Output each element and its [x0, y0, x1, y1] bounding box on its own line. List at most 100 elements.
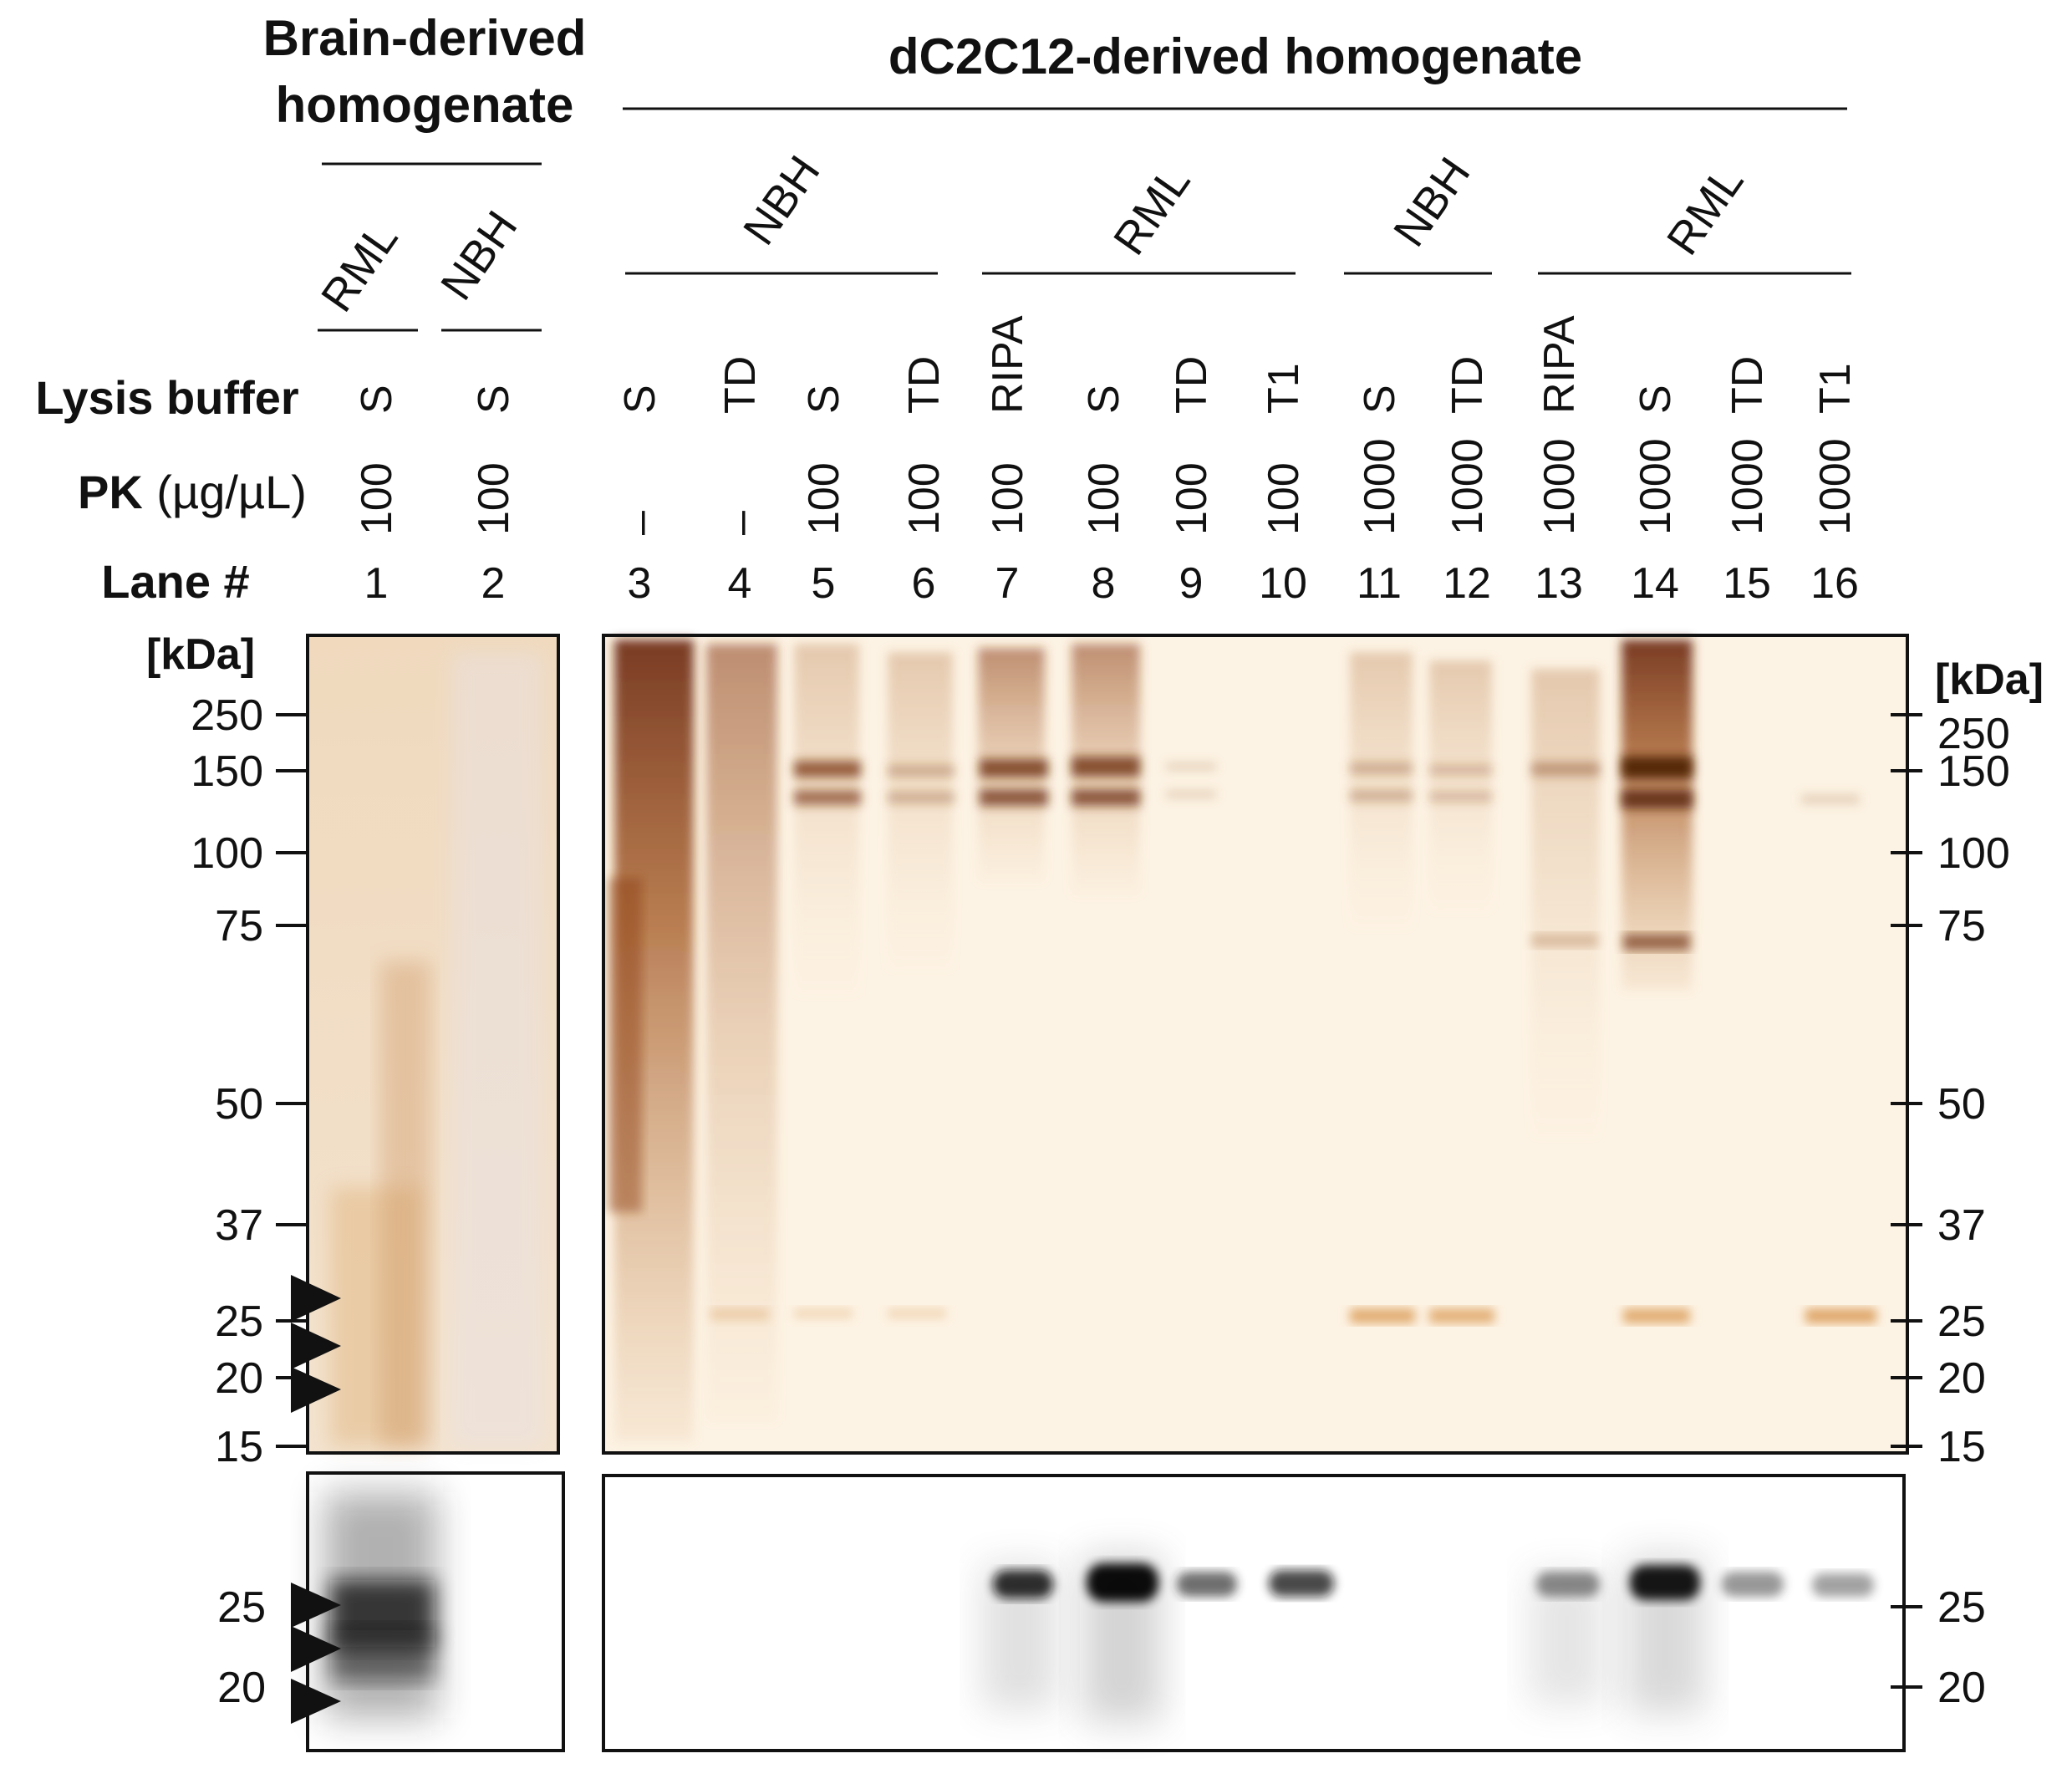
row-label-pk-name: PK — [78, 466, 143, 518]
pk-value: 100 — [1080, 462, 1128, 535]
pk-value: 1000 — [1811, 438, 1860, 535]
marker-label: 50 — [215, 1080, 263, 1129]
lane-number: 14 — [1631, 559, 1679, 608]
western-right-markers: 25 20 — [1891, 1583, 1986, 1712]
lysis-buffer-value: S — [800, 385, 848, 414]
lane-number: 7 — [995, 559, 1020, 608]
lysis-buffer-value: TD — [1723, 356, 1772, 414]
pk-value: 100 — [1260, 462, 1308, 535]
lane-number: 9 — [1179, 559, 1204, 608]
pk-value: 1000 — [1632, 438, 1680, 535]
lane-number: 2 — [481, 559, 506, 608]
lysis-buffer-value: S — [353, 385, 401, 414]
lysis-buffer-value: S — [1356, 385, 1404, 414]
arrowheads-silver — [291, 1275, 341, 1413]
lysis-buffer-value: T1 — [1260, 363, 1308, 414]
group-label-dc-rml-1: RML — [1104, 157, 1200, 264]
arrowhead-icon — [291, 1367, 341, 1413]
arrowheads-western — [291, 1583, 341, 1724]
group-label-brain-nbh: NBH — [431, 202, 527, 309]
lysis-buffer-value: S — [1632, 385, 1680, 414]
marker-label: 37 — [215, 1201, 263, 1250]
marker-label: 15 — [1937, 1423, 1986, 1471]
silver-bands-150 — [794, 757, 1860, 808]
pk-value: – — [716, 511, 765, 535]
group-label-dc-nbh-1: NBH — [734, 147, 830, 254]
marker-label: 25 — [1937, 1297, 1986, 1346]
row-label-pk: PK (µg/µL) — [78, 466, 307, 518]
marker-label: 250 — [191, 691, 263, 740]
lane-number: 4 — [728, 559, 752, 608]
pk-value: – — [616, 511, 664, 535]
pk-value: 100 — [470, 462, 518, 535]
row-label-pk-unit: (µg/µL) — [156, 466, 307, 518]
marker-label: 75 — [1937, 902, 1986, 951]
kda-unit-left: [kDa] — [146, 630, 255, 679]
western-brain-panel — [306, 1471, 565, 1752]
pk-value: 100 — [800, 462, 848, 535]
lysis-buffer-value: TD — [716, 356, 765, 414]
lane-number: 15 — [1723, 559, 1771, 608]
western-left-markers: 25 20 — [217, 1583, 266, 1712]
arrowhead-icon — [291, 1583, 341, 1628]
marker-label: 15 — [215, 1423, 263, 1471]
marker-label: 100 — [191, 829, 263, 878]
marker-label: 100 — [1937, 829, 2010, 878]
pk-value: 100 — [900, 462, 949, 535]
marker-label: 25 — [217, 1583, 266, 1632]
marker-label: 20 — [1937, 1354, 1986, 1403]
marker-label: 37 — [1937, 1201, 1986, 1250]
group-label-dc-rml-2: RML — [1657, 157, 1754, 264]
lane-number: 8 — [1092, 559, 1116, 608]
marker-label: 250 — [1937, 710, 2010, 758]
silver-bands-25 — [710, 1308, 1876, 1323]
arrowhead-icon — [291, 1626, 341, 1672]
pk-value: 1000 — [1535, 438, 1584, 535]
arrowhead-icon — [291, 1679, 341, 1724]
dc2c12-title: dC2C12-derived homogenate — [888, 28, 1582, 84]
marker-label: 20 — [1937, 1664, 1986, 1712]
lysis-buffer-value: TD — [900, 356, 949, 414]
lane-columns: S 100 1 S 100 2 S – 3 TD – 4 S 100 5 TD 100 6 RIPA 100 7 S 100… — [353, 315, 1860, 608]
silver-gel-brain-panel — [306, 634, 560, 1455]
group-labels: RML NBH NBH RML NBH RML — [312, 147, 1754, 321]
silver-gel-dc2c12-panel — [602, 634, 1909, 1455]
brain-title-line1: Brain-derived — [263, 10, 587, 66]
western-dc2c12-panel — [602, 1474, 1906, 1752]
kda-unit-right: [kDa] — [1935, 655, 2044, 704]
lysis-buffer-value: T1 — [1811, 363, 1860, 414]
lysis-buffer-value: RIPA — [1535, 315, 1584, 414]
brain-title-line2: homogenate — [276, 77, 574, 133]
pk-value: 100 — [353, 462, 401, 535]
arrowhead-icon — [291, 1323, 341, 1369]
group-label-dc-nbh-2: NBH — [1384, 149, 1480, 256]
marker-label: 25 — [1937, 1583, 1986, 1632]
lane-number: 10 — [1259, 559, 1307, 608]
row-label-lysis-buffer: Lysis buffer — [35, 371, 298, 424]
western-bands-25 — [982, 1555, 1874, 1722]
lane-number: 6 — [912, 559, 936, 608]
arrowhead-icon — [291, 1275, 341, 1322]
pk-value: 100 — [984, 462, 1032, 535]
marker-label: 150 — [1937, 747, 2010, 796]
group-label-brain-rml: RML — [312, 214, 408, 321]
lysis-buffer-value: S — [470, 385, 518, 414]
pk-value: 100 — [1168, 462, 1216, 535]
pk-value: 1000 — [1723, 438, 1772, 535]
lane-number: 3 — [628, 559, 652, 608]
lysis-buffer-value: TD — [1443, 356, 1492, 414]
lane-number: 16 — [1810, 559, 1859, 608]
pk-value: 1000 — [1356, 438, 1404, 535]
lysis-buffer-value: S — [1080, 385, 1128, 414]
marker-label: 20 — [215, 1354, 263, 1403]
lysis-buffer-value: TD — [1168, 356, 1216, 414]
row-label-lane: Lane # — [101, 555, 249, 608]
marker-label: 50 — [1937, 1080, 1986, 1129]
lane-number: 12 — [1443, 559, 1491, 608]
pk-value: 1000 — [1443, 438, 1492, 535]
silver-left-markers: 250 150 100 75 50 37 25 20 15 — [191, 691, 308, 1471]
group-rules — [318, 272, 1851, 332]
